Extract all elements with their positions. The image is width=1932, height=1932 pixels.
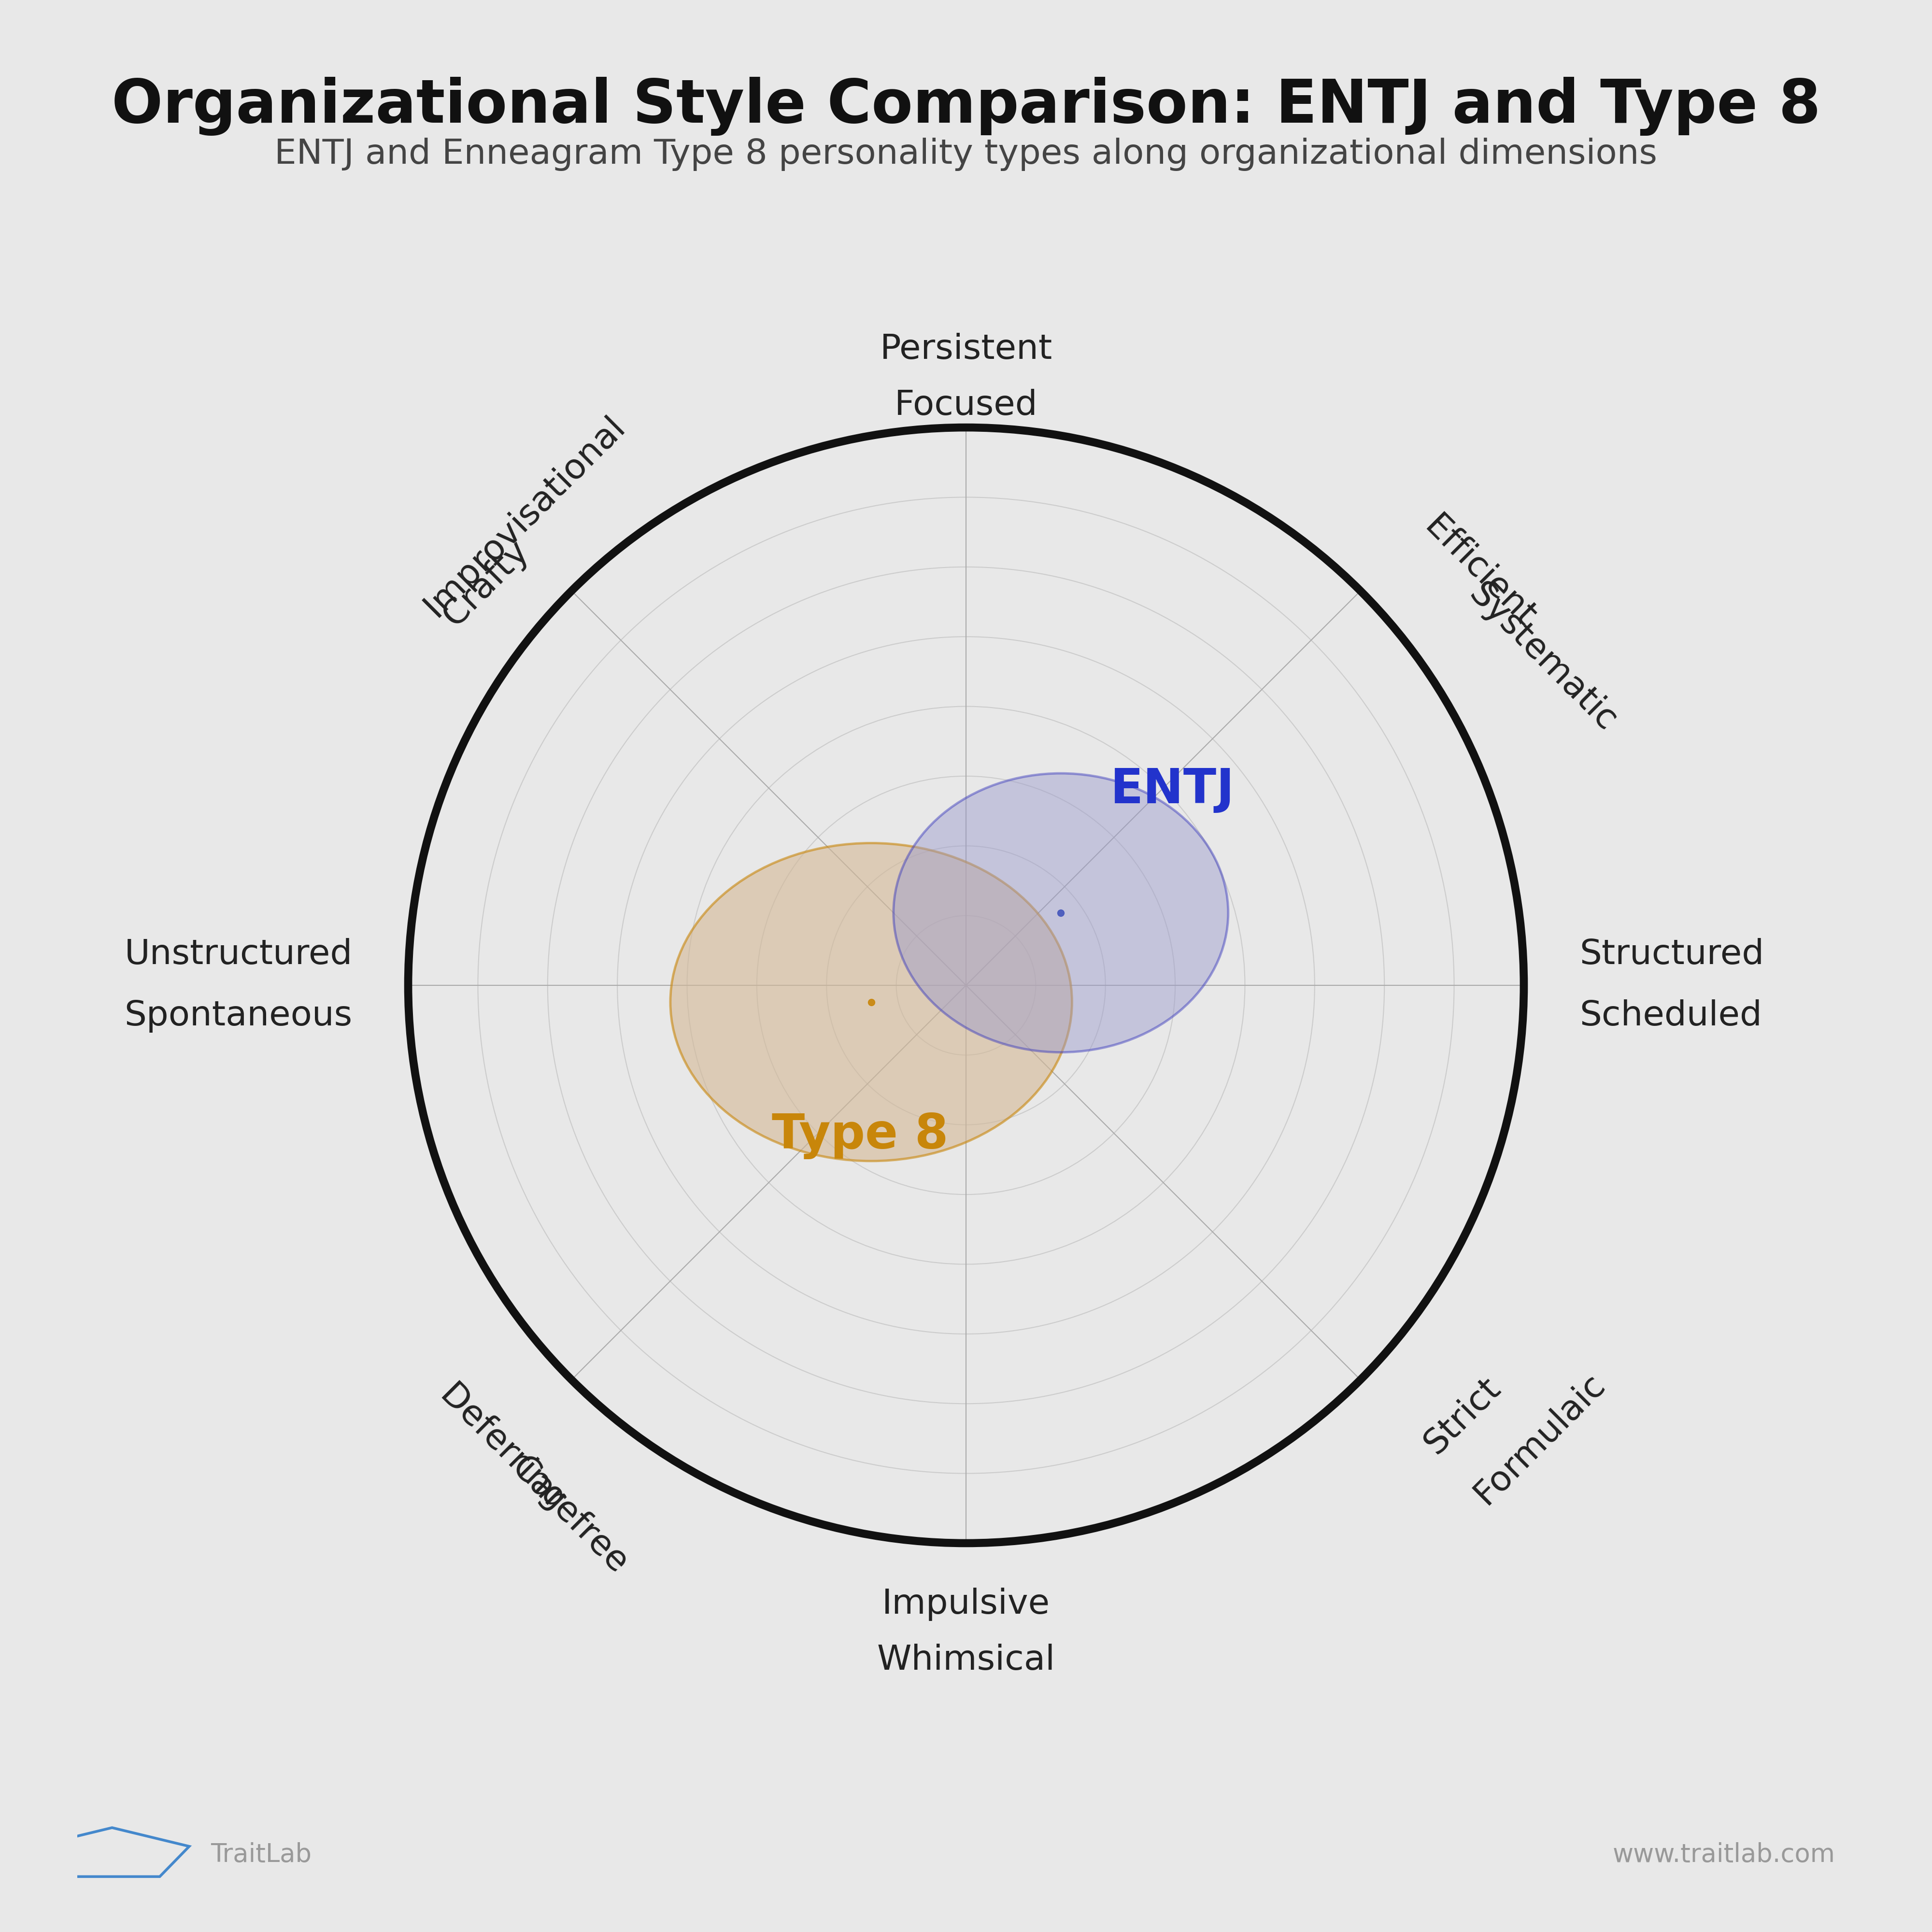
Text: Whimsical: Whimsical — [877, 1644, 1055, 1677]
Text: Improvisational: Improvisational — [417, 410, 632, 624]
Ellipse shape — [670, 842, 1072, 1161]
Text: Type 8: Type 8 — [771, 1113, 949, 1159]
Text: ENTJ and Enneagram Type 8 personality types along organizational dimensions: ENTJ and Enneagram Type 8 personality ty… — [274, 137, 1658, 172]
Text: Efficient: Efficient — [1418, 510, 1542, 634]
Text: Deferring: Deferring — [433, 1379, 572, 1519]
Text: Impulsive: Impulsive — [881, 1588, 1051, 1621]
Text: Persistent: Persistent — [879, 332, 1053, 367]
Text: Strict: Strict — [1418, 1372, 1507, 1461]
Text: Organizational Style Comparison: ENTJ and Type 8: Organizational Style Comparison: ENTJ an… — [112, 77, 1820, 135]
Text: Focused: Focused — [895, 388, 1037, 421]
Text: Scheduled: Scheduled — [1580, 999, 1762, 1034]
Text: Spontaneous: Spontaneous — [124, 999, 352, 1034]
Text: Unstructured: Unstructured — [124, 937, 352, 972]
Text: Crafty: Crafty — [437, 533, 535, 632]
Ellipse shape — [893, 773, 1229, 1053]
Text: Structured: Structured — [1580, 937, 1764, 972]
Text: www.traitlab.com: www.traitlab.com — [1613, 1843, 1835, 1866]
Text: Carefree: Carefree — [504, 1451, 634, 1580]
Text: TraitLab: TraitLab — [211, 1843, 311, 1866]
Text: Systematic: Systematic — [1463, 578, 1623, 738]
Text: ENTJ: ENTJ — [1111, 767, 1235, 813]
Text: Formulaic: Formulaic — [1468, 1368, 1611, 1511]
